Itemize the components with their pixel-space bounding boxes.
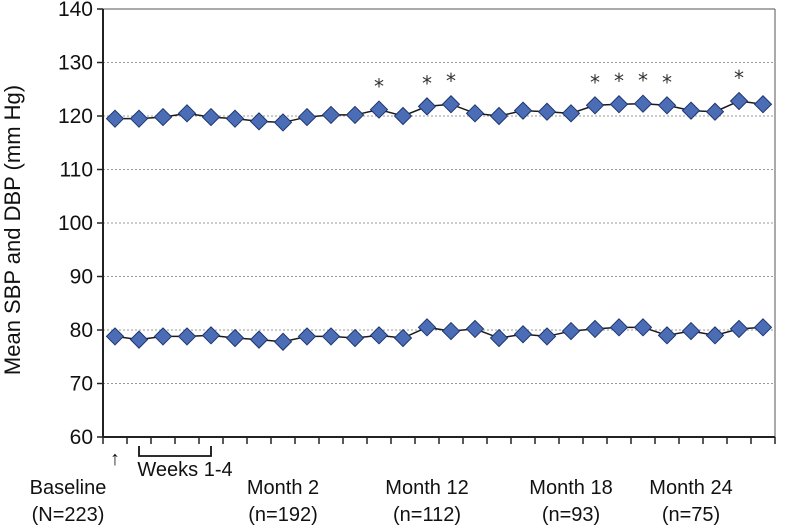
data-point [321,327,341,346]
x-category-label: Month 24 [649,477,732,499]
y-tick-label: 60 [70,426,93,449]
data-point [297,107,317,127]
data-point [681,101,701,120]
x-category-label: Month 2 [247,477,319,499]
data-point [753,95,773,114]
grid-lines [103,8,775,384]
data-point [705,326,725,345]
x-category-label: Baseline [30,477,107,499]
data-point [609,318,629,337]
data-point [513,101,533,120]
y-tick-label: 140 [58,0,93,21]
data-point [129,109,149,128]
data-point [753,318,773,337]
y-tick-label: 130 [58,52,93,75]
x-category-n: (N=223) [32,504,105,526]
data-point [249,112,269,131]
significance-star: * [374,75,384,99]
data-point [225,109,245,128]
data-point [345,105,365,125]
data-point [105,327,125,346]
data-point [657,326,677,345]
data-point [273,332,293,351]
data-point [321,105,341,125]
data-point [201,107,221,127]
significance-star: * [590,70,600,94]
data-point [657,96,677,115]
data-point [633,94,653,113]
y-tick-label: 80 [70,319,93,342]
x-category-n: (n=192) [248,504,318,526]
x-category-n: (n=75) [662,504,720,526]
series-line [114,326,764,343]
data-point [129,330,149,349]
weeks-label: Weeks 1-4 [137,459,232,481]
x-category-label: Month 12 [385,477,468,499]
weeks-bracket [138,446,212,457]
data-point [153,327,173,346]
data-point [393,106,413,126]
series-line [115,100,764,124]
y-tick-label: 110 [60,159,93,182]
x-category-n: (n=93) [542,504,600,526]
data-point [561,321,581,341]
data-point [489,106,509,126]
y-tick-label: 90 [70,266,93,289]
data-point [513,325,533,344]
data-point [345,328,365,348]
baseline-arrow: ↑ [110,448,120,470]
data-point [369,100,389,119]
significance-star: * [734,66,744,90]
data-point [225,328,245,348]
data-point [585,96,605,115]
data-point [705,102,725,121]
x-category-label: Month 18 [529,477,612,499]
data-point [201,326,221,345]
data-point [681,321,701,341]
data-point [417,318,437,337]
data-point [537,327,557,346]
significance-markers: * * * * * * * * [374,66,744,99]
data-point [585,319,605,339]
y-tick-label: 70 [70,373,93,396]
data-point [369,326,389,345]
data-point [105,109,125,128]
data-series [105,91,773,351]
data-point [441,321,461,341]
data-point [465,319,485,339]
data-point [297,327,317,346]
data-point [177,327,197,346]
data-point [561,104,581,123]
chart-axes [97,8,776,444]
x-axis-annotations: ↑ Weeks 1-4 Baseline (N=223) Month 2 (n=192) M… [30,446,733,526]
y-axis-label: Mean SBP and DBP (mm Hg) [0,85,25,375]
data-point [489,328,509,348]
data-point [729,91,749,111]
y-tick-label: 120 [58,105,93,128]
x-category-n: (n=112) [393,504,461,526]
data-point [633,318,653,337]
significance-star: * [614,69,624,93]
data-point [177,104,197,123]
data-point [153,107,173,127]
data-point [249,330,269,349]
data-point [537,102,557,121]
significance-star: * [446,69,456,93]
data-point [441,95,461,114]
data-point [465,104,485,123]
significance-star: * [422,71,432,95]
data-point [729,319,749,339]
y-tick-labels: 60 70 80 90 100 110 120 130 140 [58,0,93,449]
significance-star: * [662,70,672,94]
data-point [609,95,629,114]
data-point [417,97,437,116]
significance-star: * [638,69,648,93]
data-point [273,113,293,132]
y-tick-label: 100 [58,212,93,235]
data-point [393,328,413,348]
